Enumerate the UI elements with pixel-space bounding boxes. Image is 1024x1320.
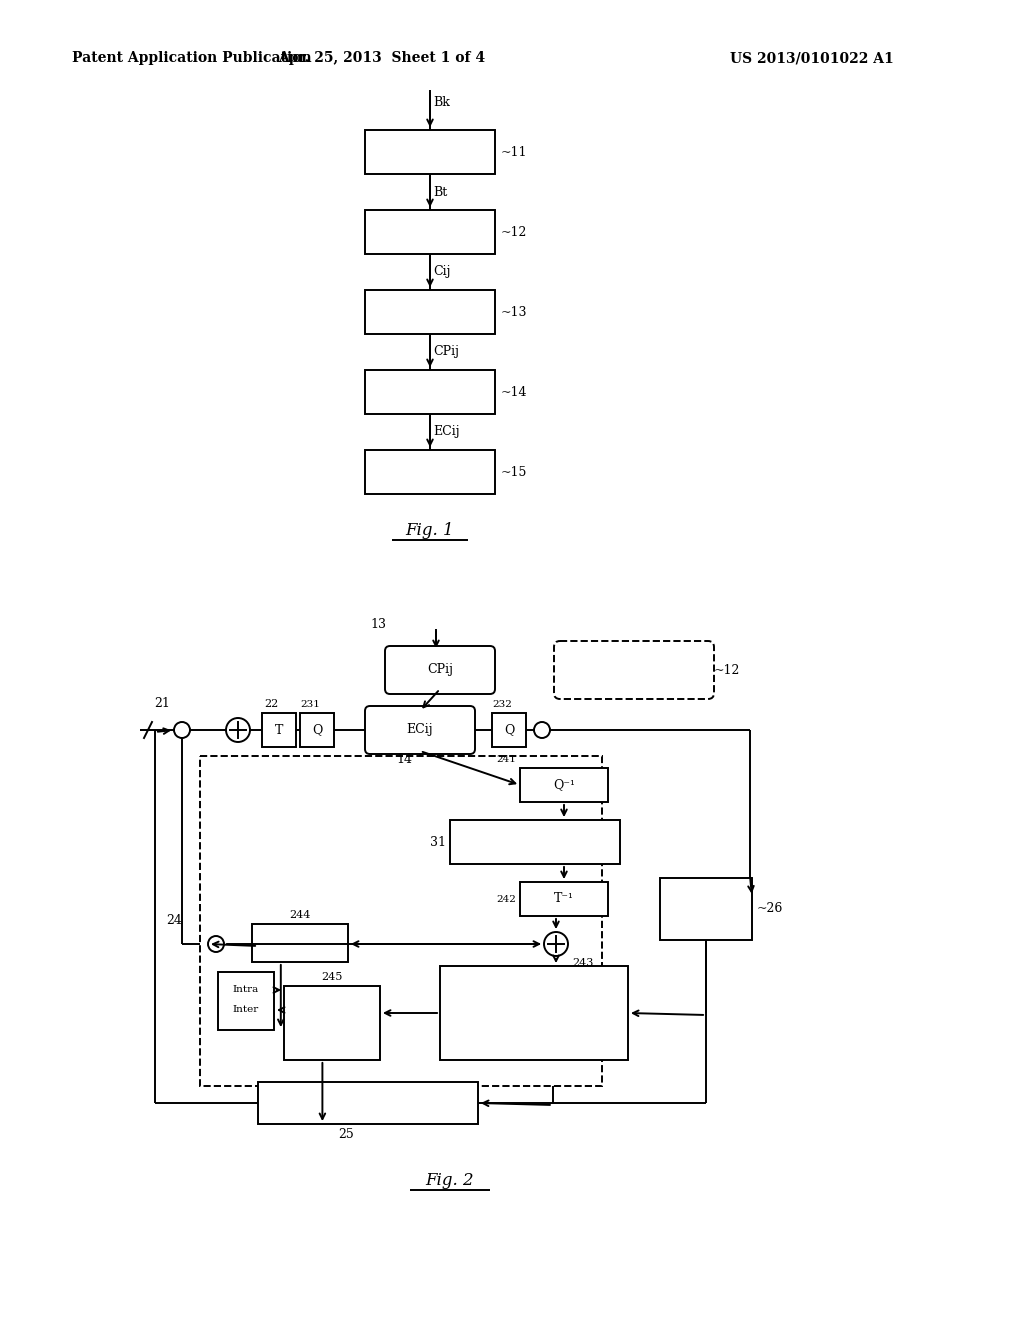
- Bar: [284, 986, 380, 1060]
- Text: 243: 243: [572, 958, 593, 968]
- Bar: [218, 972, 274, 1030]
- Text: Cij: Cij: [433, 265, 451, 279]
- Text: Apr. 25, 2013  Sheet 1 of 4: Apr. 25, 2013 Sheet 1 of 4: [279, 51, 485, 65]
- Text: 232: 232: [492, 700, 512, 709]
- Text: ~26: ~26: [757, 903, 783, 916]
- Text: ECij: ECij: [433, 425, 460, 438]
- Bar: [365, 450, 495, 494]
- Text: Intra: Intra: [232, 986, 259, 994]
- Bar: [300, 713, 334, 747]
- Text: T⁻¹: T⁻¹: [554, 892, 574, 906]
- Text: CPij: CPij: [433, 346, 459, 359]
- Text: ~11: ~11: [501, 145, 527, 158]
- FancyBboxPatch shape: [365, 706, 475, 754]
- Bar: [520, 768, 608, 803]
- Text: Fig. 2: Fig. 2: [426, 1172, 474, 1189]
- Text: Bt: Bt: [433, 186, 447, 198]
- Bar: [365, 370, 495, 414]
- Text: 22: 22: [264, 700, 279, 709]
- Text: 25: 25: [338, 1129, 354, 1140]
- Bar: [365, 129, 495, 174]
- Text: ~14: ~14: [501, 385, 527, 399]
- Bar: [520, 882, 608, 916]
- Text: 241: 241: [496, 755, 516, 764]
- Text: ~15: ~15: [501, 466, 527, 479]
- Text: ~12: ~12: [501, 226, 527, 239]
- Text: Q: Q: [312, 723, 323, 737]
- Bar: [440, 966, 628, 1060]
- Text: 245: 245: [322, 972, 343, 982]
- Bar: [262, 713, 296, 747]
- Bar: [492, 713, 526, 747]
- Text: Inter: Inter: [232, 1006, 259, 1015]
- Text: CPij: CPij: [427, 664, 453, 676]
- Bar: [258, 1082, 478, 1125]
- Bar: [200, 756, 602, 1086]
- Text: ~12: ~12: [714, 664, 740, 676]
- Bar: [365, 290, 495, 334]
- Text: 231: 231: [300, 700, 319, 709]
- Text: 14: 14: [396, 752, 412, 766]
- Text: T: T: [274, 723, 284, 737]
- Bar: [365, 210, 495, 253]
- Text: US 2013/0101022 A1: US 2013/0101022 A1: [730, 51, 894, 65]
- Text: Patent Application Publication: Patent Application Publication: [72, 51, 311, 65]
- Text: 13: 13: [370, 618, 386, 631]
- Text: 31: 31: [430, 836, 446, 849]
- Text: ECij: ECij: [407, 723, 433, 737]
- Bar: [660, 878, 752, 940]
- Bar: [252, 924, 348, 962]
- Text: Q: Q: [504, 723, 514, 737]
- Text: 21: 21: [154, 697, 170, 710]
- Text: 244: 244: [290, 909, 310, 920]
- Text: Bk: Bk: [433, 95, 450, 108]
- Bar: [450, 820, 620, 865]
- Text: 24: 24: [166, 915, 182, 928]
- Text: Q⁻¹: Q⁻¹: [553, 779, 575, 792]
- Text: Fig. 1: Fig. 1: [406, 521, 455, 539]
- Text: ~13: ~13: [501, 305, 527, 318]
- FancyBboxPatch shape: [554, 642, 714, 700]
- FancyBboxPatch shape: [385, 645, 495, 694]
- Text: 242: 242: [496, 895, 516, 903]
